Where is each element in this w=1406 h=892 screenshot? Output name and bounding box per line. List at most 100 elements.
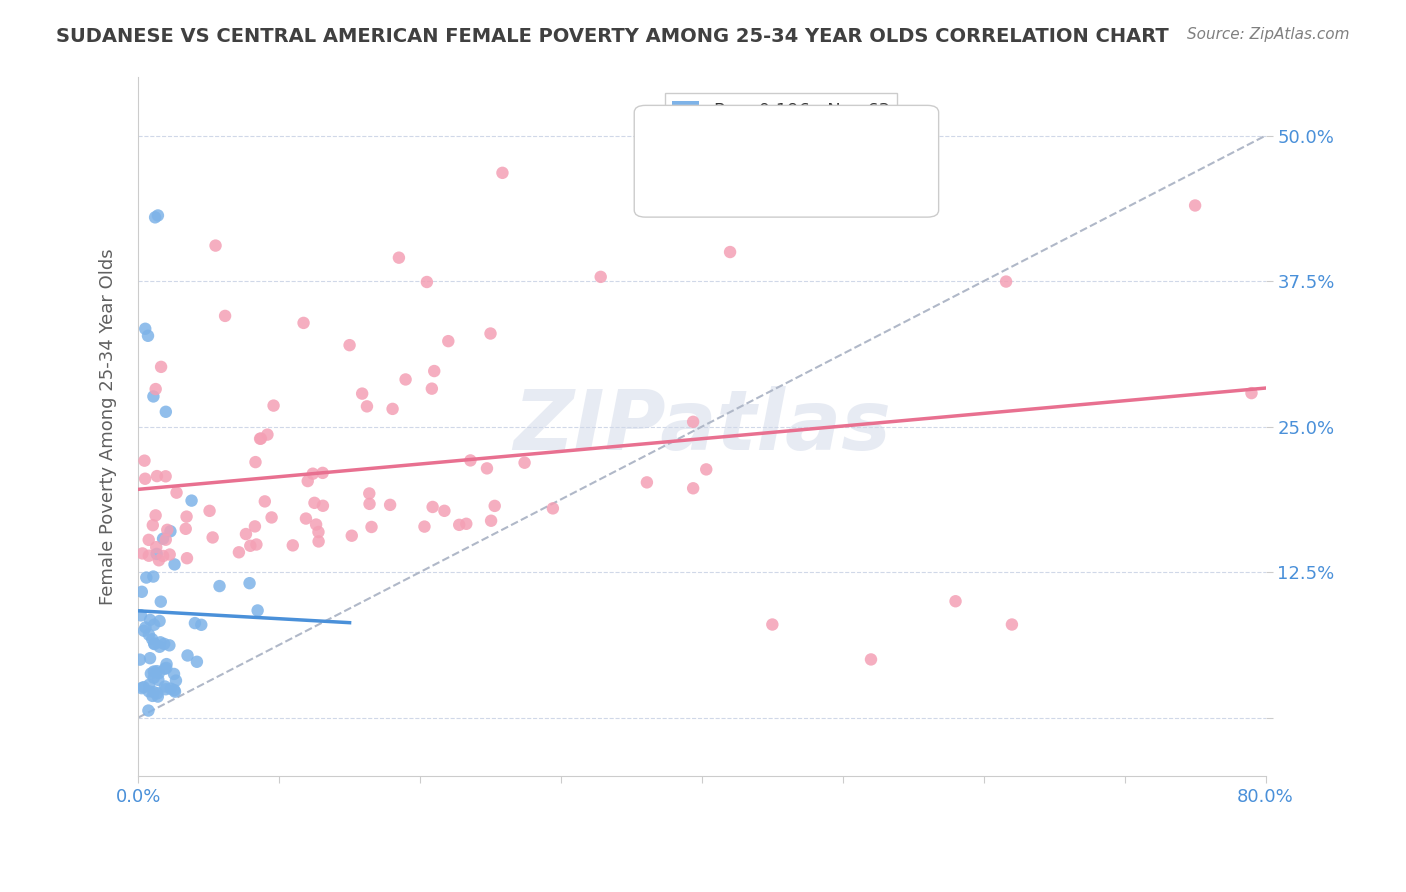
Central Americans <box>249 432 271 446</box>
Central Americans <box>413 519 436 533</box>
Central Americans <box>131 546 153 560</box>
Central Americans <box>201 531 224 545</box>
Sudanese <box>143 617 166 632</box>
Central Americans <box>479 514 502 528</box>
Central Americans <box>166 485 188 500</box>
Sudanese <box>180 493 202 508</box>
Central Americans <box>491 166 513 180</box>
Central Americans <box>145 540 167 554</box>
Sudanese <box>184 616 207 631</box>
Sudanese <box>143 637 166 651</box>
Central Americans <box>138 549 160 563</box>
Sudanese <box>131 584 153 599</box>
Central Americans <box>394 372 416 386</box>
Sudanese <box>246 603 269 617</box>
Central Americans <box>456 516 478 531</box>
Sudanese <box>136 328 159 343</box>
Central Americans <box>214 309 236 323</box>
Sudanese <box>129 653 152 667</box>
Central Americans <box>1240 386 1263 401</box>
Central Americans <box>155 469 177 483</box>
Central Americans <box>356 400 378 414</box>
Central Americans <box>256 427 278 442</box>
Sudanese <box>139 651 162 665</box>
Central Americans <box>176 551 198 566</box>
Central Americans <box>541 501 564 516</box>
Central Americans <box>484 499 506 513</box>
Central Americans <box>304 496 326 510</box>
Sudanese <box>142 685 165 699</box>
Central Americans <box>352 386 374 401</box>
Central Americans <box>308 534 330 549</box>
Central Americans <box>475 461 498 475</box>
Central Americans <box>1001 617 1024 632</box>
Sudanese <box>157 638 180 652</box>
Sudanese <box>155 657 177 672</box>
Central Americans <box>145 508 167 523</box>
Central Americans <box>437 334 460 348</box>
Central Americans <box>250 432 273 446</box>
Central Americans <box>253 494 276 508</box>
Central Americans <box>198 504 221 518</box>
Central Americans <box>159 548 181 562</box>
Sudanese <box>138 678 160 692</box>
Sudanese <box>146 686 169 700</box>
Sudanese <box>148 666 170 681</box>
Central Americans <box>360 520 382 534</box>
Sudanese <box>142 671 165 685</box>
Central Americans <box>682 481 704 495</box>
Sudanese <box>138 684 160 698</box>
Sudanese <box>149 635 172 649</box>
FancyBboxPatch shape <box>634 105 939 217</box>
Central Americans <box>301 467 323 481</box>
Sudanese <box>141 632 163 647</box>
Central Americans <box>589 269 612 284</box>
Text: SUDANESE VS CENTRAL AMERICAN FEMALE POVERTY AMONG 25-34 YEAR OLDS CORRELATION CH: SUDANESE VS CENTRAL AMERICAN FEMALE POVE… <box>56 27 1168 45</box>
Sudanese <box>142 389 165 403</box>
Central Americans <box>134 453 156 467</box>
Sudanese <box>145 547 167 561</box>
Central Americans <box>145 382 167 396</box>
Central Americans <box>388 251 411 265</box>
Sudanese <box>131 681 153 695</box>
Sudanese <box>134 322 156 336</box>
Central Americans <box>1184 198 1206 212</box>
Central Americans <box>682 415 704 429</box>
Central Americans <box>420 382 443 396</box>
Central Americans <box>479 326 502 341</box>
Sudanese <box>155 405 177 419</box>
Sudanese <box>163 667 186 681</box>
Sudanese <box>238 576 260 591</box>
Sudanese <box>148 673 170 687</box>
Sudanese <box>138 704 160 718</box>
Sudanese <box>139 613 162 627</box>
Sudanese <box>139 666 162 681</box>
Central Americans <box>176 509 198 524</box>
Sudanese <box>155 682 177 697</box>
Central Americans <box>449 517 471 532</box>
Central Americans <box>340 529 363 543</box>
Central Americans <box>695 462 717 476</box>
Sudanese <box>146 664 169 678</box>
Central Americans <box>297 474 319 488</box>
Central Americans <box>381 401 404 416</box>
Sudanese <box>165 673 187 688</box>
Sudanese <box>153 662 176 676</box>
Sudanese <box>146 209 169 223</box>
Central Americans <box>239 539 262 553</box>
Central Americans <box>859 652 882 666</box>
Central Americans <box>359 486 381 500</box>
Sudanese <box>163 684 186 698</box>
Central Americans <box>245 537 267 551</box>
Sudanese <box>159 524 181 539</box>
Central Americans <box>146 469 169 483</box>
Central Americans <box>416 275 439 289</box>
Central Americans <box>312 499 335 513</box>
Sudanese <box>149 594 172 608</box>
Sudanese <box>186 655 208 669</box>
Sudanese <box>142 665 165 679</box>
Sudanese <box>141 689 163 703</box>
Central Americans <box>243 519 266 533</box>
Sudanese <box>129 608 152 623</box>
Sudanese <box>163 683 186 698</box>
